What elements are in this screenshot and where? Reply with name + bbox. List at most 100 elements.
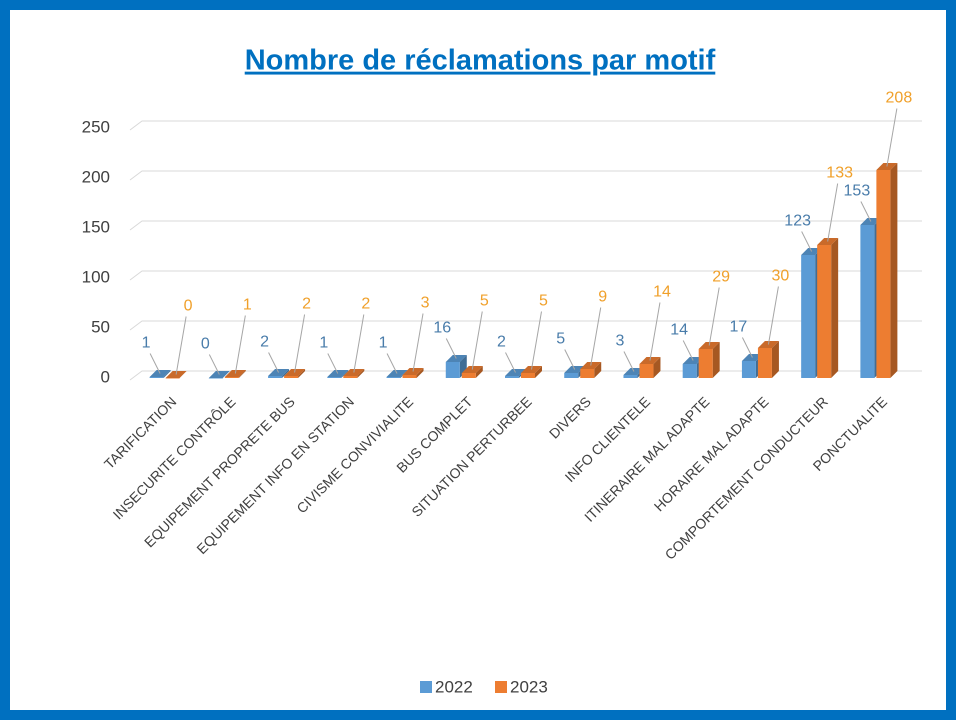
y-tick-label: 50 [91,317,110,336]
leader-line [294,314,306,373]
leader-line [741,337,753,358]
bar [327,377,342,378]
leader-line [353,314,365,373]
bar-side [298,369,306,378]
data-label: 9 [598,289,607,306]
data-label: 5 [556,331,565,348]
data-label: 2 [260,334,269,351]
data-label: 133 [826,165,853,182]
leader-line [590,307,602,366]
leader-line [471,311,483,370]
legend-swatch [420,681,432,693]
leader-line [649,302,661,361]
leader-line [767,286,779,345]
grid-line [129,320,922,331]
bar-side [890,163,898,378]
leader-line [564,349,576,370]
bar-side [416,368,424,378]
leader-line [175,316,187,375]
leader-line [268,352,280,373]
data-label: 1 [243,297,252,314]
bar [757,348,772,378]
bar [817,245,832,378]
data-label: 5 [539,293,548,310]
leader-line [234,315,246,374]
bar [580,369,595,378]
y-tick-label: 100 [82,267,110,286]
bar [521,373,535,378]
bar-side [475,366,483,378]
bar [445,362,460,378]
bar [505,376,519,378]
data-label: 2 [361,296,370,313]
bar [623,375,638,378]
leader-line [531,311,542,370]
leader-line [886,108,898,167]
bar-side [341,370,349,378]
bar [208,378,223,379]
legend-label: 2023 [510,677,548,696]
data-label: 14 [670,322,688,339]
bar-side [535,366,542,378]
bar [386,377,401,378]
data-label: 2 [497,334,506,351]
bar [284,376,299,378]
bar [564,373,579,378]
chart-title: Nombre de réclamations par motif [245,45,716,77]
leader-line [208,354,220,375]
grid-line [129,170,922,181]
leader-line [505,352,516,373]
leader-line [682,340,694,361]
data-label: 123 [784,213,811,230]
bar-side [163,370,171,378]
bar [639,364,654,378]
bar [698,349,713,378]
data-label: 153 [844,183,871,200]
data-label: 14 [653,284,671,301]
bar-side [594,362,602,378]
leader-line [801,231,813,252]
bar [343,376,358,378]
y-tick-label: 200 [82,167,110,186]
data-label: 30 [772,268,790,285]
data-label: 1 [142,335,151,352]
bar-side [282,369,290,378]
bar-side [357,369,365,378]
bar [860,225,875,378]
legend-label: 2022 [435,677,473,696]
bar-side [771,341,779,378]
bar [461,373,476,378]
legend-swatch [495,681,507,693]
data-label: 29 [712,269,730,286]
data-label: 208 [886,90,913,107]
y-tick-label: 150 [82,217,110,236]
data-label: 0 [184,298,193,315]
data-label: 3 [421,295,430,312]
bar [402,375,417,378]
grid-line [129,120,922,131]
data-label: 0 [201,336,210,353]
grid-line [129,270,922,281]
leader-line [623,351,635,372]
data-label: 17 [730,319,748,336]
bar [801,255,816,378]
data-label: 5 [480,293,489,310]
bar [741,361,756,378]
leader-line [827,183,839,242]
bar [224,377,239,378]
data-label: 1 [379,335,388,352]
y-tick-label: 0 [101,367,110,386]
y-tick-label: 250 [82,117,110,136]
data-label: 16 [433,320,451,337]
bar [268,376,283,378]
bar-side [238,370,246,378]
bar-side [831,238,839,378]
leader-line [708,287,720,346]
data-label: 1 [319,335,328,352]
grid-line [129,370,922,381]
bar-side [712,342,720,378]
leader-line [149,353,161,374]
bar [876,170,891,378]
leader-line [860,201,872,222]
